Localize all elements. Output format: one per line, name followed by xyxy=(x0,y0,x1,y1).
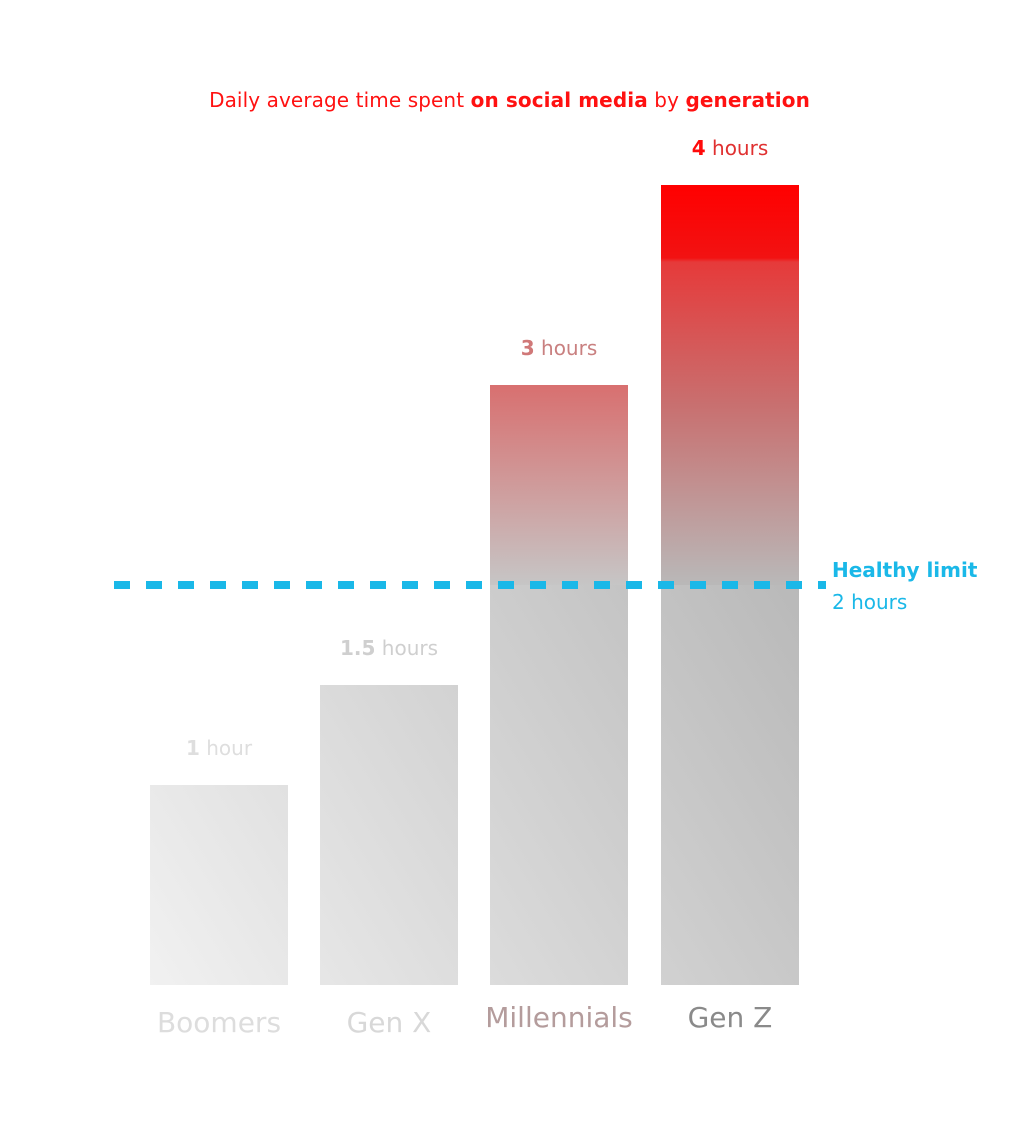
reference-line-sublabel: 2 hours xyxy=(832,590,907,614)
data-label-boomers: 1 hour xyxy=(186,736,253,760)
title-part-3: by xyxy=(647,88,686,112)
bar-gen-z-overlay xyxy=(661,185,799,585)
data-label-millennials: 3 hours xyxy=(521,336,598,360)
title-part-4: generation xyxy=(685,88,810,112)
tick-label-gen-x: Gen X xyxy=(347,1006,432,1039)
tick-label-boomers: Boomers xyxy=(157,1006,281,1039)
data-label-gen-z: 4 hours xyxy=(692,136,769,160)
reference-line-label: Healthy limit xyxy=(832,558,978,582)
title-part-1: Daily average time spent xyxy=(209,88,471,112)
title-part-2: on social media xyxy=(470,88,648,112)
chart-title: Daily average time spent on social media… xyxy=(0,88,1019,112)
bar-gen-x xyxy=(320,685,458,985)
data-label-gen-x: 1.5 hours xyxy=(340,636,438,660)
tick-label-gen-z: Gen Z xyxy=(688,1001,773,1034)
tick-label-millennials: Millennials xyxy=(485,1001,633,1034)
bar-boomers xyxy=(150,785,288,985)
bar-millennials-overlay xyxy=(490,385,628,585)
